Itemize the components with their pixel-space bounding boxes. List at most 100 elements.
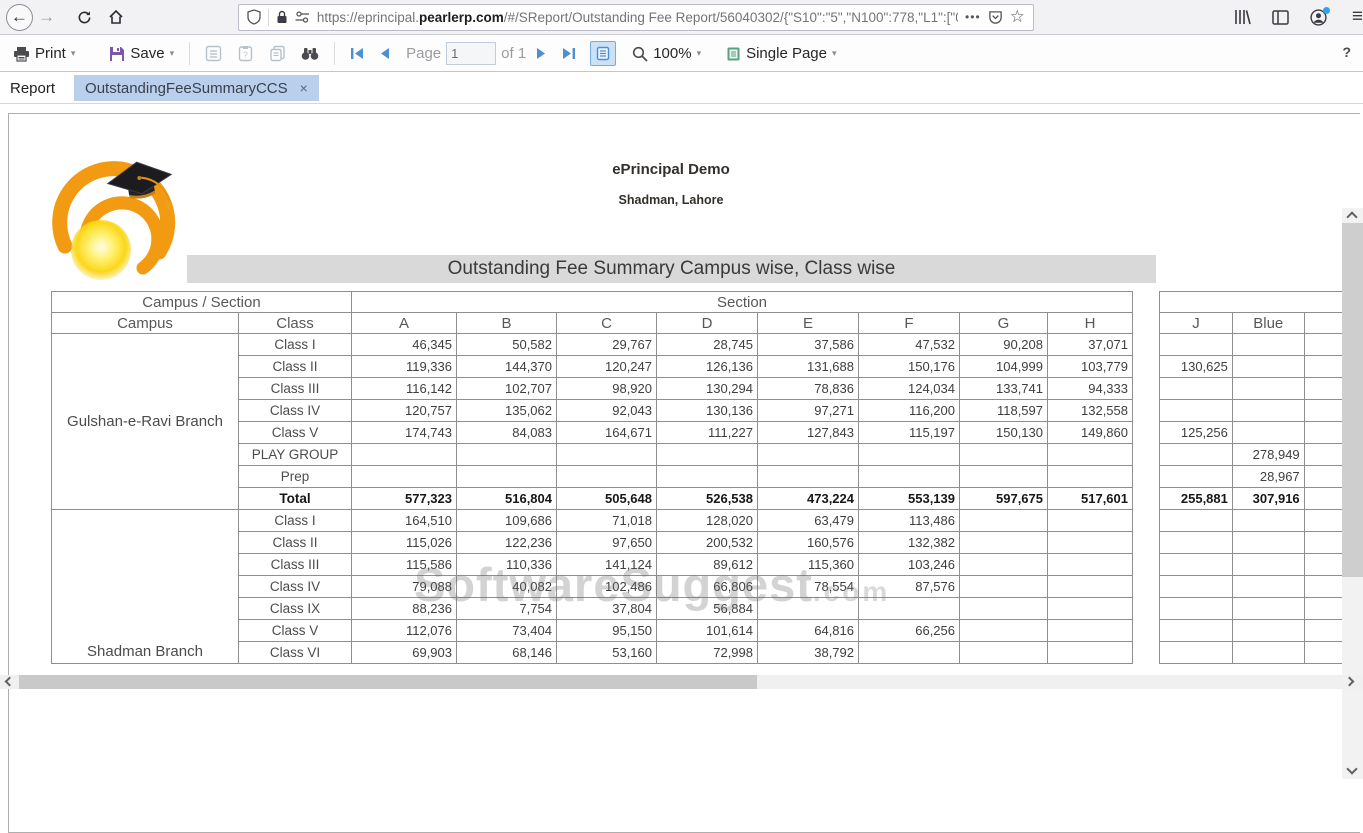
table-cell: 115,360	[757, 553, 859, 576]
table-cell: 144,370	[456, 355, 557, 378]
binoculars-icon	[301, 48, 319, 60]
page-count-label: of 1	[501, 45, 527, 62]
print-button[interactable]: Print ▾	[8, 42, 80, 65]
table-cell	[959, 509, 1048, 532]
logo-graphic	[52, 161, 176, 280]
table-cell	[656, 465, 758, 488]
table-cell	[757, 465, 859, 488]
page-number-input[interactable]	[446, 42, 497, 65]
divider	[267, 8, 269, 26]
table-cell	[1231, 619, 1305, 642]
table-cell	[1159, 641, 1233, 664]
home-icon	[109, 9, 123, 24]
horizontal-scroll-thumb[interactable]	[19, 675, 757, 689]
sidebars-icon[interactable]	[1272, 9, 1289, 25]
table-cell: 200,532	[656, 531, 758, 554]
table-cell: 72,998	[656, 641, 758, 664]
table-cell: 40,082	[456, 575, 557, 598]
fit-page-toggle[interactable]	[590, 41, 617, 66]
toc-icon	[205, 45, 222, 62]
bookmark-star-icon[interactable]: ☆	[1009, 7, 1025, 26]
table-cell	[1159, 553, 1233, 576]
tab-close-icon[interactable]: ×	[299, 80, 308, 96]
table-cell: 553,139	[858, 487, 960, 510]
scroll-right-icon[interactable]	[1344, 676, 1355, 687]
view-mode-button[interactable]: Single Page ▾	[721, 42, 841, 65]
url-bar[interactable]: https://eprincipal.pearlerp.com/#/SRepor…	[237, 3, 1034, 31]
table-cell: 28,745	[656, 333, 758, 356]
reload-button[interactable]	[70, 3, 98, 31]
back-button[interactable]: ←	[6, 3, 33, 31]
toc-button-disabled	[200, 42, 227, 65]
table-cell: 526,538	[656, 487, 758, 510]
table-row: Gulshan-e-Ravi Branch Class I 46,345 50,582…	[51, 333, 1133, 510]
first-page-button[interactable]	[345, 44, 369, 63]
vertical-scroll-thumb[interactable]	[1342, 223, 1363, 577]
total-row: Total 577,323 516,804 505,648 526,538 473,224…	[52, 487, 1133, 510]
home-button[interactable]	[102, 3, 130, 31]
table-cell: Class III	[238, 553, 352, 576]
table-row	[1159, 531, 1360, 554]
zoom-button[interactable]: 100% ▾	[627, 42, 706, 65]
table-cell: Prep	[238, 465, 352, 488]
next-page-button[interactable]	[531, 44, 552, 63]
save-button[interactable]: Save ▾	[104, 42, 179, 65]
table-cell: A	[351, 312, 457, 334]
table-cell	[1231, 377, 1305, 400]
save-caret-icon: ▾	[169, 48, 175, 58]
table-cell: 68,146	[456, 641, 557, 664]
table-cell: 255,881	[1159, 487, 1233, 510]
table-cell: 111,227	[656, 421, 758, 444]
library-icon[interactable]	[1234, 9, 1251, 25]
zoom-caret-icon: ▾	[696, 48, 702, 58]
horizontal-scrollbar[interactable]	[0, 675, 1363, 689]
table-cell	[1159, 531, 1233, 554]
table-cell: 95,150	[556, 619, 657, 642]
table-cell: 120,247	[556, 355, 657, 378]
scroll-left-icon[interactable]	[4, 676, 15, 687]
table-cell	[757, 443, 859, 466]
table-cell: 120,757	[351, 399, 457, 422]
url-domain: pearlerp.com	[418, 9, 504, 25]
menu-button[interactable]: ≡	[1352, 6, 1363, 28]
forward-button[interactable]: →	[33, 3, 61, 31]
prev-page-button[interactable]	[374, 44, 395, 63]
page-actions-icon[interactable]: •••	[965, 10, 981, 24]
table-cell	[1159, 619, 1233, 642]
table-cell: 132,558	[1047, 399, 1133, 422]
table-cell: Class III	[238, 377, 352, 400]
reload-icon	[78, 10, 91, 23]
table-header-row: J Blue	[1159, 312, 1360, 334]
table-cell	[556, 465, 657, 488]
table-cell	[959, 465, 1048, 488]
find-button[interactable]	[296, 43, 324, 64]
report-page: ePrincipal Demo Shadman, Lahore Outstand…	[8, 113, 1360, 833]
table-row	[1159, 509, 1360, 532]
view-mode-label: Single Page	[746, 45, 827, 62]
table-cell: 116,200	[858, 399, 960, 422]
last-page-button[interactable]	[557, 44, 581, 63]
table-cell	[1159, 399, 1233, 422]
table-row	[1159, 641, 1360, 664]
table-cell	[1231, 399, 1305, 422]
table-cell	[1159, 377, 1233, 400]
table-header-row: Campus / Section Section	[51, 291, 1133, 313]
scroll-down-icon[interactable]	[1346, 763, 1358, 775]
table-cell: 505,648	[556, 487, 657, 510]
svg-text:?: ?	[243, 51, 248, 60]
account-button[interactable]	[1310, 6, 1330, 26]
table-row: 278,949	[1159, 443, 1360, 466]
tab-outstanding-fee-summary[interactable]: OutstandingFeeSummaryCCS ×	[74, 75, 319, 101]
url-text[interactable]: https://eprincipal.pearlerp.com/#/SRepor…	[317, 10, 958, 25]
report-menu-label[interactable]: Report	[10, 79, 56, 97]
vertical-scrollbar[interactable]	[1342, 208, 1363, 779]
table-cell	[1231, 597, 1305, 620]
scroll-up-icon[interactable]	[1346, 211, 1358, 223]
table-cell: 141,124	[556, 553, 657, 576]
table-cell: 132,382	[858, 531, 960, 554]
table-cell: G	[959, 312, 1048, 334]
pocket-icon[interactable]	[988, 10, 1003, 25]
help-button[interactable]: ?	[1342, 44, 1351, 60]
table-cell: 160,576	[757, 531, 859, 554]
table-cell: Class IV	[238, 399, 352, 422]
